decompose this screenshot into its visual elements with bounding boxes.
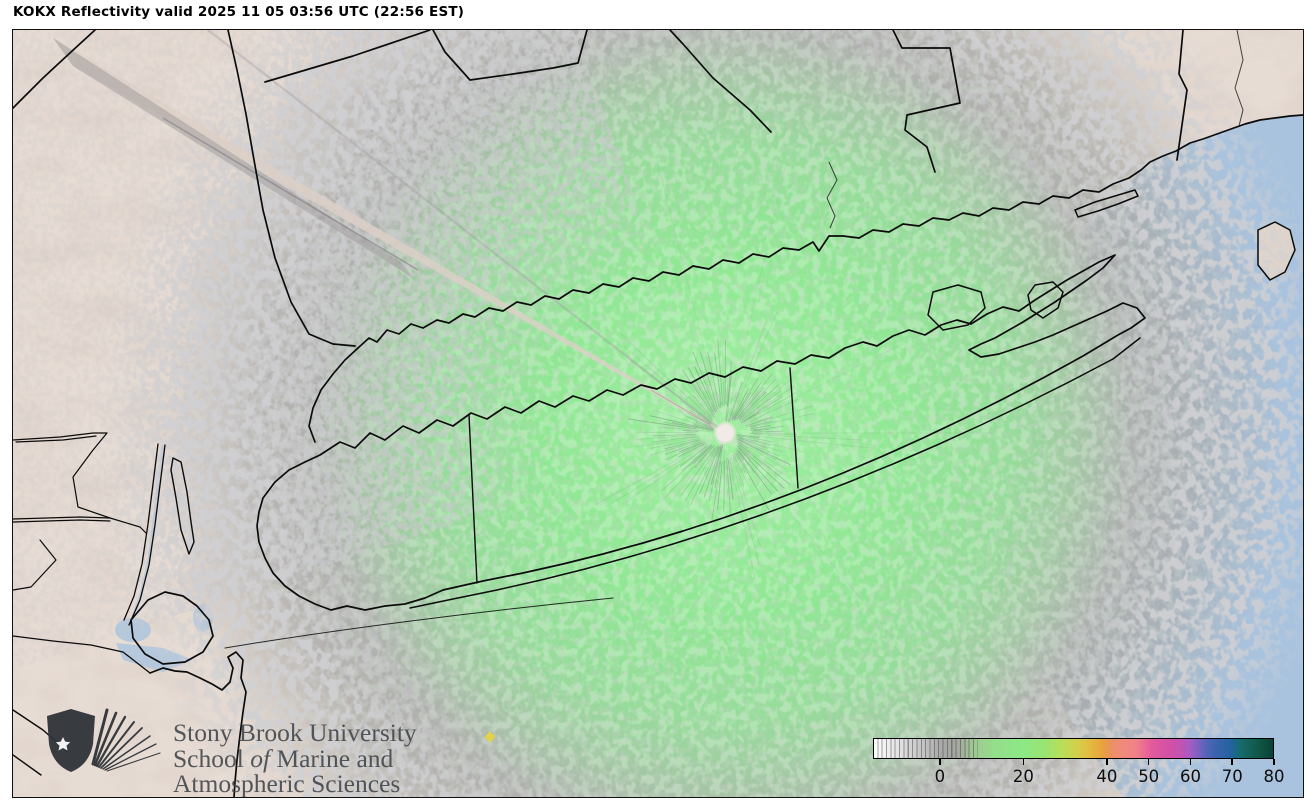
colorbar-tick xyxy=(939,759,941,765)
river-lines xyxy=(826,30,1244,229)
nj-county-line xyxy=(13,432,111,519)
colorbar-bin-lines xyxy=(874,739,978,758)
figure-title: KOKX Reflectivity valid 2025 11 05 03:56… xyxy=(13,4,465,20)
beam-blockage-streak xyxy=(53,38,726,435)
colorbar-tick-label: 0 xyxy=(934,767,946,786)
colorbar-tick xyxy=(1189,759,1192,765)
raritan-shore xyxy=(13,635,151,674)
barrier-islands xyxy=(409,337,1141,609)
nj-county-line xyxy=(13,539,57,591)
gardiners-island-outline xyxy=(1027,281,1064,319)
colorbar-tick-label: 80 xyxy=(1263,767,1285,786)
county-line xyxy=(892,30,961,173)
colorbar-tick-label: 70 xyxy=(1221,767,1243,786)
colorbar-tick xyxy=(1022,759,1025,765)
colorbar-tick-label: 60 xyxy=(1179,767,1201,786)
secondary-streak xyxy=(207,30,726,434)
staten-island-outline xyxy=(130,591,214,665)
colorbar-tick xyxy=(1147,759,1150,765)
nj-county-line xyxy=(13,754,42,776)
colorbar-tick-label: 20 xyxy=(1012,767,1034,786)
shelter-island-outline xyxy=(927,284,986,331)
nj-county-line xyxy=(13,516,147,534)
westchester-coastline xyxy=(308,347,359,443)
connecticut-coastline xyxy=(357,114,1303,349)
block-island-outline xyxy=(1257,221,1296,281)
lower-bay-arc xyxy=(224,597,614,649)
nj-coastline xyxy=(149,651,247,797)
long-island-coastline xyxy=(256,254,1146,611)
colorbar-tick-label: 50 xyxy=(1138,767,1160,786)
nj-county-line xyxy=(15,435,97,443)
county-line xyxy=(669,30,772,133)
beam-blockage-gray xyxy=(53,38,413,278)
fishers-island-outline xyxy=(1074,189,1139,218)
county-line xyxy=(432,30,588,81)
yellow-echo-speck xyxy=(484,731,496,743)
county-line xyxy=(13,30,96,109)
hudson-west-bank xyxy=(128,444,166,626)
nassau-suffolk-line xyxy=(468,414,478,584)
colorbar-tick xyxy=(1231,759,1234,765)
colorbar-tick-label: 40 xyxy=(1096,767,1118,786)
nj-county-line xyxy=(13,519,111,523)
county-line xyxy=(264,30,431,83)
ct-ri-border xyxy=(1176,30,1188,161)
ny-ct-border xyxy=(227,30,356,347)
boundary-lines xyxy=(13,30,1303,797)
blockage-core-line xyxy=(162,117,419,271)
radar-spokes xyxy=(476,158,996,652)
radar-site-marker xyxy=(716,424,734,442)
brookhaven-line xyxy=(789,367,799,489)
colorbar-tick xyxy=(1273,759,1275,765)
colorbar-gradient xyxy=(873,738,1274,759)
radar-echo-layer xyxy=(13,30,1303,797)
hudson-east-bank xyxy=(123,443,159,621)
manhattan-outline xyxy=(170,457,195,555)
colorbar-tick xyxy=(1106,759,1108,765)
colorbar: 0 20 40 50 60 70 80 xyxy=(873,738,1285,792)
map-canvas: Stony Brook University School of Marine … xyxy=(12,29,1304,798)
